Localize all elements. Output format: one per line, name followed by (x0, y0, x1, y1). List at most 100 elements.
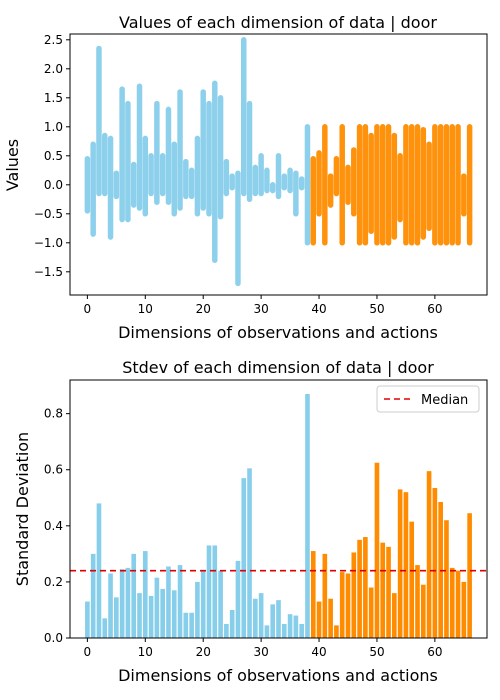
stdev-bar-dim-49 (368, 587, 374, 638)
values-y-tick-label: 2.5 (44, 33, 63, 47)
stdev-bar-dim-11 (148, 595, 154, 638)
stdev-bar-dim-66 (467, 513, 472, 638)
stdev-bar-dim-59 (426, 471, 432, 638)
stdev-y-tick-label: 0.4 (44, 519, 63, 533)
stdev-x-tick-label: 60 (427, 645, 442, 659)
stdev-x-tick-label: 50 (369, 645, 384, 659)
stdev-bar-dim-43 (334, 625, 339, 638)
values-y-tick-label: 1.0 (44, 120, 63, 134)
stdev-bar-dim-39 (310, 551, 316, 638)
stdev-bar-dim-15 (171, 590, 177, 638)
stdev-bar-dim-50 (374, 462, 380, 638)
stdev-bar-dim-29 (253, 598, 258, 638)
stdev-bars (85, 394, 472, 638)
stdev-bar-dim-19 (195, 581, 200, 638)
stdev-bar-dim-53 (392, 593, 397, 638)
stdev-plot-frame (69, 379, 488, 639)
stdev-bar-dim-45 (345, 573, 351, 638)
stdev-bar-dim-40 (316, 601, 322, 638)
values-scatter-chart: 0 10 20 30 40 50 60 −1.5 −1.0 −0.5 0.0 0.5 1.0 1.5 2.… (3, 13, 488, 342)
stdev-bar-dim-2 (96, 503, 102, 638)
stdev-bar-dim-60 (432, 487, 438, 638)
stdev-x-ticks: 0 10 20 30 40 50 60 (84, 638, 443, 659)
legend: Median (376, 385, 480, 413)
values-x-tick-label: 40 (311, 302, 326, 316)
values-y-tick-label: −1.0 (34, 236, 63, 250)
stdev-bar-dim-46 (351, 552, 357, 638)
stdev-bar-dim-36 (293, 615, 299, 638)
stdev-bar-dim-4 (108, 573, 113, 638)
values-y-tick-label: 2.0 (44, 62, 63, 76)
stdev-bar-dim-57 (415, 565, 420, 638)
values-x-tick-label: 0 (84, 302, 92, 316)
stdev-chart-title: Stdev of each dimension of data | door (122, 358, 434, 377)
stdev-y-tick-label: 0.2 (44, 575, 63, 589)
stdev-y-axis-label: Standard Deviation (13, 432, 32, 586)
values-x-tick-label: 60 (427, 302, 442, 316)
legend-median-label: Median (421, 393, 468, 408)
stdev-bar-dim-34 (281, 623, 287, 638)
values-x-axis-label: Dimensions of observations and actions (118, 323, 438, 342)
stdev-y-tick-label: 0.0 (44, 631, 63, 645)
stdev-bar-dim-58 (420, 584, 426, 638)
stdev-bar-dim-51 (380, 542, 386, 638)
stdev-bar-dim-21 (206, 545, 212, 638)
stdev-bar-dim-30 (258, 593, 264, 638)
stdev-bar-dim-20 (200, 570, 206, 638)
stdev-bar-dim-44 (339, 572, 345, 638)
values-y-tick-label: 0.5 (44, 149, 63, 163)
stdev-bar-dim-17 (183, 612, 189, 638)
stdev-bar-dim-0 (85, 601, 90, 638)
stdev-bar-dim-63 (449, 567, 455, 638)
stdev-bar-dim-5 (114, 597, 119, 638)
values-y-tick-label: −0.5 (34, 207, 63, 221)
stdev-bar-dim-52 (386, 546, 391, 638)
stdev-bar-dim-14 (166, 566, 171, 638)
stdev-bar-dim-3 (102, 618, 108, 638)
stdev-bar-dim-56 (409, 521, 415, 638)
stdev-x-tick-label: 0 (84, 645, 92, 659)
values-x-tick-label: 20 (196, 302, 211, 316)
stdev-y-ticks: 0.0 0.2 0.4 0.6 0.8 (44, 407, 70, 645)
stdev-bar-dim-25 (229, 609, 235, 638)
stdev-bar-dim-8 (131, 553, 137, 638)
values-y-tick-label: 1.5 (44, 91, 63, 105)
stdev-bar-dim-1 (90, 553, 96, 638)
values-y-tick-label: 0.0 (44, 178, 63, 192)
stdev-bar-dim-9 (137, 593, 142, 638)
stdev-bar-dim-22 (212, 545, 218, 638)
stdev-bar-dim-26 (235, 560, 241, 638)
stdev-bar-dim-28 (247, 468, 252, 638)
values-y-axis-label: Values (3, 139, 22, 191)
stdev-bar-dim-16 (177, 565, 183, 638)
stdev-x-tick-label: 20 (196, 645, 211, 659)
stdev-bar-dim-38 (305, 394, 310, 638)
stdev-bar-dim-18 (189, 612, 194, 638)
stdev-x-axis-label: Dimensions of observations and actions (118, 666, 438, 685)
values-chart-title: Values of each dimension of data | door (119, 13, 437, 32)
stdev-x-tick-label: 40 (311, 645, 326, 659)
stdev-bar-dim-42 (328, 598, 333, 638)
stdev-bar-dim-31 (264, 625, 270, 638)
values-x-tick-label: 50 (369, 302, 384, 316)
stdev-bar-dim-27 (241, 478, 247, 638)
stdev-bar-dim-33 (276, 600, 281, 638)
stdev-bar-dim-37 (299, 623, 304, 638)
values-x-tick-label: 10 (138, 302, 153, 316)
stdev-bar-dim-41 (322, 553, 328, 638)
stdev-bar-dim-12 (154, 577, 160, 638)
stdev-bar-dim-65 (461, 581, 467, 638)
stdev-bar-dim-64 (455, 570, 461, 638)
stdev-bar-dim-62 (444, 520, 449, 638)
stdev-bar-dim-32 (270, 604, 276, 638)
stdev-bar-chart: 0 10 20 30 40 50 60 0.0 0.2 0.4 0.6 0.8 Stdev of e… (13, 358, 488, 685)
stdev-bar-dim-54 (397, 489, 403, 638)
legend-box (376, 385, 480, 413)
stdev-y-tick-label: 0.8 (44, 407, 63, 421)
values-plot-frame (69, 33, 488, 296)
stdev-y-tick-label: 0.6 (44, 463, 63, 477)
stdev-bar-dim-10 (142, 551, 148, 638)
stdev-x-tick-label: 30 (253, 645, 268, 659)
values-x-tick-label: 30 (253, 302, 268, 316)
